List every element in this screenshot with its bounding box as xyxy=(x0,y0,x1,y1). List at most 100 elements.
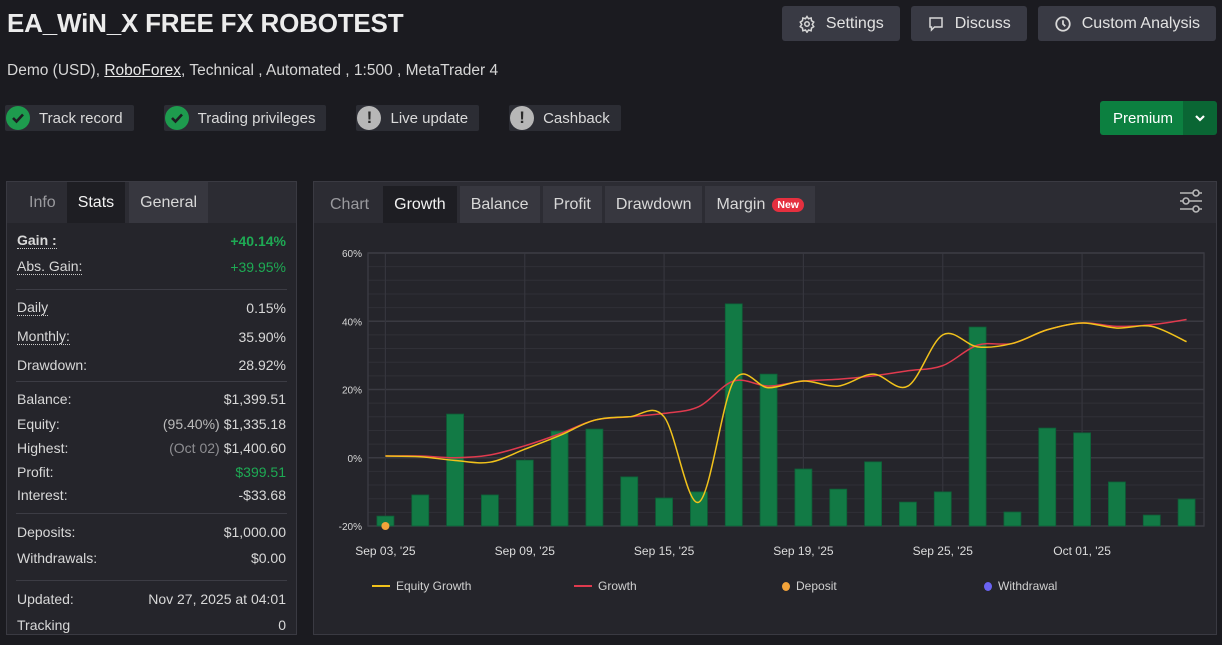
legend-equity-growth[interactable]: Equity Growth xyxy=(372,579,471,593)
monthly-value: 35.90% xyxy=(238,328,286,345)
tab-drawdown[interactable]: Drawdown xyxy=(604,186,703,223)
y-tick-label: 20% xyxy=(342,386,362,397)
legend-swatch xyxy=(984,581,992,591)
bar xyxy=(1177,498,1196,527)
bar xyxy=(655,497,673,527)
badge-track-record[interactable]: Track record xyxy=(5,105,134,131)
bar xyxy=(550,430,569,527)
y-tick-label: 0% xyxy=(348,454,363,465)
badge-label: Trading privileges xyxy=(197,109,316,127)
chart-panel: Chart Growth Balance Profit Drawdown Mar… xyxy=(313,181,1217,635)
stat-tracking: Tracking 0 xyxy=(16,613,287,637)
legend-label: Withdrawal xyxy=(998,579,1058,593)
margin-label: Margin xyxy=(716,195,766,213)
badge-cashback[interactable]: ! Cashback xyxy=(509,105,621,131)
divider xyxy=(16,381,287,382)
verification-badges: Track record Trading privileges ! Live u… xyxy=(5,105,651,131)
bar xyxy=(759,373,778,527)
legend-growth[interactable]: Growth xyxy=(574,579,637,593)
page-title: EA_WiN_X FREE FX ROBOTEST xyxy=(7,8,404,38)
bar xyxy=(585,428,604,527)
bar xyxy=(1108,481,1126,527)
bar xyxy=(690,491,708,527)
bar xyxy=(933,491,952,527)
premium-button[interactable]: Premium xyxy=(1100,101,1183,135)
bar xyxy=(829,488,848,527)
highest-date: (Oct 02) xyxy=(169,440,220,456)
bar xyxy=(1038,427,1057,527)
stat-updated: Updated: Nov 27, 2025 at 04:01 xyxy=(16,581,287,613)
tab-balance[interactable]: Balance xyxy=(459,186,540,223)
abs-gain-label[interactable]: Abs. Gain: xyxy=(17,258,83,275)
drawdown-label: Drawdown: xyxy=(17,357,88,373)
stat-gain: Gain : +40.14% xyxy=(16,223,287,254)
monthly-label[interactable]: Monthly: xyxy=(17,327,70,345)
tab-growth[interactable]: Growth xyxy=(383,186,457,223)
divider xyxy=(16,289,287,290)
settings-label: Settings xyxy=(825,14,884,32)
divider xyxy=(16,580,287,581)
settings-button[interactable]: Settings xyxy=(781,6,900,41)
drawdown-value: 28.92% xyxy=(238,357,286,373)
badge-live-update[interactable]: ! Live update xyxy=(356,105,480,131)
daily-label[interactable]: Daily xyxy=(17,299,49,316)
profit-label: Profit: xyxy=(17,463,54,480)
premium-dropdown-toggle[interactable] xyxy=(1183,101,1217,135)
tab-general[interactable]: General xyxy=(129,182,209,223)
legend-label: Equity Growth xyxy=(396,579,472,593)
bar xyxy=(620,476,639,527)
discuss-button[interactable]: Discuss xyxy=(910,6,1027,41)
chevron-down-icon xyxy=(1195,115,1205,122)
withdrawals-value: $0.00 xyxy=(250,550,286,566)
tab-stats[interactable]: Stats xyxy=(66,182,126,223)
stat-profit: Profit: $399.51 xyxy=(16,460,287,483)
updated-label: Updated: xyxy=(17,591,74,607)
legend-swatch xyxy=(372,585,390,587)
legend-deposit[interactable]: Deposit xyxy=(782,579,837,593)
bar xyxy=(794,468,813,527)
bar xyxy=(446,413,464,527)
deposits-label: Deposits: xyxy=(17,524,76,540)
stats-tabs: Info Stats General xyxy=(7,182,296,223)
stat-equity: Equity: (95.40%) $1,335.18 xyxy=(16,412,287,436)
badge-trading-privileges[interactable]: Trading privileges xyxy=(163,105,327,131)
stats-panel: Info Stats General Gain : +40.14% Abs. G… xyxy=(6,181,297,635)
balance-label: Balance: xyxy=(17,390,72,407)
withdrawals-label: Withdrawals: xyxy=(17,550,98,566)
stat-deposits: Deposits: $1,000.00 xyxy=(16,514,287,546)
x-tick-label: Oct 01, '25 xyxy=(1053,544,1111,558)
interest-value: -$33.68 xyxy=(238,486,286,503)
interest-label: Interest: xyxy=(17,486,68,503)
custom-analysis-button[interactable]: Custom Analysis xyxy=(1037,6,1216,41)
tab-profit[interactable]: Profit xyxy=(542,186,602,223)
tab-info[interactable]: Info xyxy=(29,193,56,211)
growth-chart[interactable]: 60% 40% 20% 0% -20% Sep 03, '25 Sep 09, '25 Sep… xyxy=(314,182,1218,636)
discuss-label: Discuss xyxy=(954,14,1011,32)
highest-label: Highest: xyxy=(17,440,69,456)
clock-icon xyxy=(1055,15,1071,32)
new-badge: New xyxy=(772,197,804,212)
legend-label: Growth xyxy=(598,579,637,593)
legend-swatch xyxy=(782,581,790,591)
broker-link[interactable]: RoboForex xyxy=(104,62,182,79)
stat-monthly: Monthly: 35.90% xyxy=(16,322,287,351)
tab-chart[interactable]: Chart xyxy=(330,195,370,213)
deposits-value: $1,000.00 xyxy=(223,524,286,540)
checkmark-icon xyxy=(6,106,30,130)
gain-label[interactable]: Gain : xyxy=(17,231,57,249)
sliders-icon[interactable] xyxy=(1178,188,1204,214)
y-tick-label: 40% xyxy=(342,317,362,328)
plot-frame xyxy=(367,252,1205,527)
stat-interest: Interest: -$33.68 xyxy=(16,483,287,506)
legend-label: Deposit xyxy=(796,579,837,593)
highest-value: $1,400.60 xyxy=(223,440,286,456)
gain-value: +40.14% xyxy=(230,232,286,249)
legend-withdrawal[interactable]: Withdrawal xyxy=(984,579,1057,593)
x-tick-label: Sep 03, '25 xyxy=(355,544,416,558)
legend-swatch xyxy=(574,585,592,587)
y-tick-label: -20% xyxy=(339,522,362,533)
custom-analysis-label: Custom Analysis xyxy=(1081,14,1200,32)
tracking-value: 0 xyxy=(278,617,286,633)
bar xyxy=(1073,432,1091,527)
tab-margin[interactable]: Margin New xyxy=(705,186,815,223)
